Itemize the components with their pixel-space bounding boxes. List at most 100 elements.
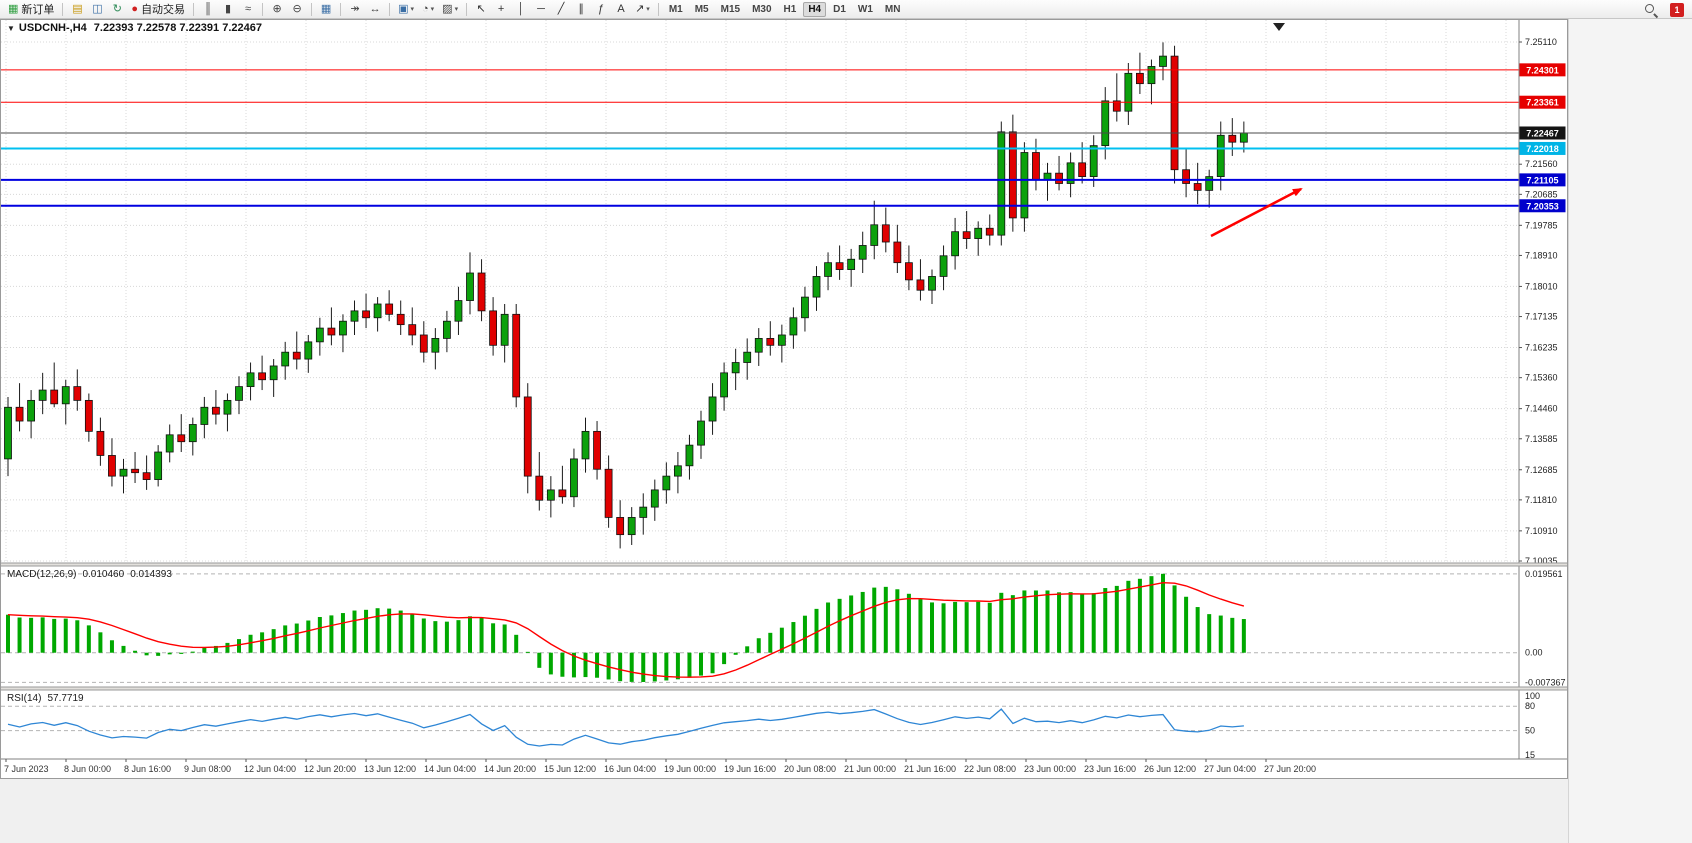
macd-indicator-label: MACD(12,26,9) 0.010460 0.014393: [7, 569, 172, 580]
refresh-button[interactable]: ↻: [108, 1, 126, 18]
market-watch-button[interactable]: ◫: [88, 1, 106, 18]
svg-text:14 Jun 04:00: 14 Jun 04:00: [424, 764, 476, 774]
svg-text:27 Jun 20:00: 27 Jun 20:00: [1264, 764, 1316, 774]
timeframe-h1[interactable]: H1: [783, 3, 797, 15]
search-icon[interactable]: [1643, 2, 1658, 17]
rsi-name: RSI(14): [7, 693, 42, 704]
price-tag-7.22018[interactable]: [1519, 141, 1566, 155]
price-tag-7.21105[interactable]: [1519, 173, 1566, 187]
zoom-in-icon: ⊕: [272, 2, 282, 15]
dropdown-caret-icon: ▾: [410, 6, 414, 13]
text-button[interactable]: A: [612, 1, 630, 18]
candle-bullish: [708, 396, 717, 422]
svg-text:7.20353: 7.20353: [1526, 201, 1559, 211]
svg-text:19 Jun 00:00: 19 Jun 00:00: [664, 764, 716, 774]
chart-window: 7.25110 7.21560 7.20685 7.19785 7.18910 7.180…: [0, 19, 1568, 779]
fibonacci-button[interactable]: ƒ: [592, 1, 610, 18]
candle-bullish: [777, 334, 786, 346]
candle-bearish: [477, 272, 486, 312]
candle-bearish: [84, 399, 93, 432]
price-tag-7.20353[interactable]: [1519, 199, 1566, 213]
timeframe-w1[interactable]: W1: [857, 3, 873, 15]
candle-bullish: [235, 386, 243, 401]
candle-bullish: [1101, 100, 1110, 147]
vertical-line-button[interactable]: │: [512, 1, 530, 18]
candle-bearish: [835, 262, 844, 270]
trendline-button[interactable]: ╱: [552, 1, 570, 18]
svg-text:7 Jun 2023: 7 Jun 2023: [4, 764, 49, 774]
horizontal-line-button[interactable]: ─: [532, 1, 550, 18]
svg-text:7.23361: 7.23361: [1526, 98, 1559, 108]
macd-scale-label: -0.007367: [1525, 677, 1566, 687]
timeframe-m15[interactable]: M15: [720, 3, 741, 15]
candle-bullish: [627, 517, 636, 536]
panel-separator[interactable]: [1, 687, 1567, 690]
candle-bearish: [1228, 134, 1237, 143]
cursor-button[interactable]: ↖: [472, 1, 490, 18]
zoom-in-button[interactable]: ⊕: [268, 1, 286, 18]
arrows-tool-button[interactable]: ↗ ▾: [632, 1, 653, 18]
zoom-out-button[interactable]: ⊖: [288, 1, 306, 18]
candle-bullish: [119, 468, 128, 477]
auto-scroll-button[interactable]: ↠: [346, 1, 364, 18]
timeframe-m30[interactable]: M30: [752, 3, 772, 15]
toolbar-separator: [262, 2, 264, 16]
svg-text:8 Jun 00:00: 8 Jun 00:00: [64, 764, 111, 774]
timeframe-h4[interactable]: H4: [803, 1, 827, 17]
templates-button[interactable]: ▨ ▾: [439, 1, 461, 18]
chart-canvas[interactable]: 7.25110 7.21560 7.20685 7.19785 7.18910 7.180…: [1, 20, 1567, 778]
chart-shift-button[interactable]: ↔: [366, 1, 384, 18]
auto-trading-button[interactable]: ● 自动交易: [128, 1, 188, 18]
dropdown-caret-icon: ▾: [454, 6, 459, 13]
main-toolbar: ▦ 新订单 ▤ ◫ ↻ ● 自动交易 ║ ▮ ≈ ⊕ ⊖ ▦ ↠ ↔ ▣ ▾ ◔ ▾ ▨ ▾ ↖ + │ ─ ╱ ∥ ƒ A ↗ ▾ M1 M5…: [0, 0, 1692, 19]
chart-title: ▼ USDCNH-,H4 7.22393 7.22578 7.22391 7.224…: [7, 22, 262, 34]
periods-button[interactable]: ◔ ▾: [419, 1, 437, 18]
timeframe-m5[interactable]: M5: [694, 3, 709, 15]
candle-bearish: [558, 489, 567, 498]
svg-text:19 Jun 16:00: 19 Jun 16:00: [724, 764, 776, 774]
new-chart-button[interactable]: ▣ ▾: [395, 1, 417, 18]
svg-text:21 Jun 00:00: 21 Jun 00:00: [844, 764, 896, 774]
candle-bearish: [385, 303, 394, 315]
chart-shift-marker[interactable]: [1273, 23, 1285, 31]
timeframe-m1[interactable]: M1: [668, 3, 683, 15]
toolbar-separator: [466, 2, 468, 16]
profiles-button[interactable]: ▤: [68, 1, 86, 18]
price-tag-7.23361[interactable]: [1519, 95, 1566, 109]
price-tag-7.22467[interactable]: [1519, 126, 1566, 140]
trend-arrow-annotation[interactable]: [1210, 187, 1303, 238]
price-tag-7.24301[interactable]: [1519, 63, 1566, 77]
candle-bullish: [685, 444, 694, 467]
new-order-button[interactable]: ▦ 新订单: [5, 1, 57, 18]
clock-icon: ◔: [421, 2, 429, 15]
candle-bullish: [269, 365, 278, 381]
tile-windows-icon: ▦: [320, 2, 332, 15]
svg-text:7.10910: 7.10910: [1525, 526, 1558, 536]
timeframe-d1[interactable]: D1: [833, 3, 846, 15]
channel-button[interactable]: ∥: [572, 1, 590, 18]
candle-bearish: [362, 310, 370, 319]
candle-bearish: [292, 351, 301, 360]
cursor-icon: ↖: [476, 2, 486, 15]
chart-menu-icon[interactable]: ▼: [7, 24, 15, 33]
chart-shift-icon: ↔: [369, 2, 381, 15]
line-chart-button[interactable]: ≈: [239, 1, 257, 18]
panel-separator[interactable]: [1, 563, 1567, 566]
candlestick-chart-button[interactable]: ▮: [219, 1, 237, 18]
crosshair-button[interactable]: +: [492, 1, 510, 18]
svg-text:7.11810: 7.11810: [1525, 495, 1557, 505]
candle-bearish: [327, 327, 336, 336]
candle-bullish: [974, 227, 983, 239]
candle-bullish: [373, 303, 382, 319]
svg-text:26 Jun 12:00: 26 Jun 12:00: [1144, 764, 1196, 774]
template-icon: ▨: [442, 2, 453, 15]
vertical-line-icon: │: [517, 2, 525, 15]
refresh-icon: ↻: [112, 2, 123, 15]
bar-chart-button[interactable]: ║: [199, 1, 217, 18]
notifications-badge[interactable]: 1: [1670, 2, 1684, 17]
candle-bearish: [1055, 172, 1063, 184]
workspace-background: [1568, 19, 1692, 843]
tile-windows-button[interactable]: ▦: [317, 1, 335, 18]
timeframe-mn[interactable]: MN: [884, 3, 901, 15]
